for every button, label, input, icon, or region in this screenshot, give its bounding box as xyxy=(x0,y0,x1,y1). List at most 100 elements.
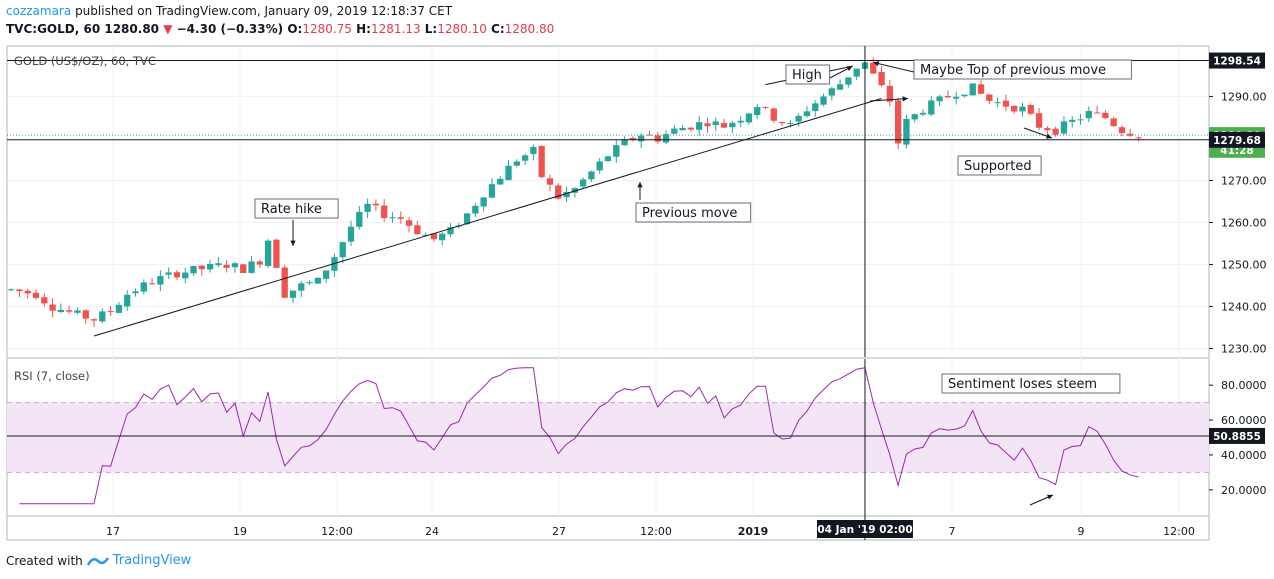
annotation-sentiment xyxy=(941,373,1121,394)
candle-body xyxy=(828,88,835,96)
annotation-previous-move xyxy=(635,202,752,223)
y-tick-label: 1240.00 xyxy=(1221,301,1267,314)
candle-body xyxy=(712,121,719,126)
x-tick-label: 12:00 xyxy=(1163,525,1195,538)
arrow-previous-move-head xyxy=(637,182,643,188)
arrow-trendline-end xyxy=(869,98,909,102)
candle-body xyxy=(696,122,703,130)
annotation-previous-move-text: Previous move xyxy=(642,206,737,221)
x-tick-label: 12:00 xyxy=(321,525,353,538)
candle-body xyxy=(546,178,554,185)
created-with-text: Created with xyxy=(6,553,83,568)
candle-body xyxy=(604,156,612,162)
candle-body xyxy=(911,114,918,120)
candle-body xyxy=(140,282,147,292)
candle-body xyxy=(563,191,570,198)
candle-body xyxy=(1002,100,1010,107)
candle-body xyxy=(223,264,230,268)
candle-body xyxy=(986,94,993,101)
candle-body xyxy=(936,96,943,102)
candle-body xyxy=(422,234,429,236)
candle-body xyxy=(1011,105,1018,112)
y-tick-label: 1260.00 xyxy=(1221,217,1267,230)
x-tick-label: 24 xyxy=(425,525,439,538)
publish-line: cozzamara published on TradingView.com, … xyxy=(6,4,452,18)
candle-body xyxy=(124,294,131,307)
candle-body xyxy=(256,261,263,265)
candle-body xyxy=(1019,106,1026,112)
candle-body xyxy=(977,84,985,94)
arrow-high-head xyxy=(846,66,853,71)
candle-body xyxy=(870,62,877,74)
candle-body xyxy=(613,145,620,157)
candle-body xyxy=(687,127,695,130)
candle-body xyxy=(148,283,156,285)
annotation-supported xyxy=(957,155,1042,176)
y-tick-label: 60.0000 xyxy=(1221,414,1267,427)
arrow-rate-hike-head xyxy=(290,240,296,246)
candle-body xyxy=(770,108,777,121)
author-link[interactable]: cozzamara xyxy=(6,4,72,18)
candle-body xyxy=(381,205,388,219)
low-label: L: xyxy=(424,22,438,36)
brand-link[interactable]: TradingView xyxy=(112,553,192,568)
candle-body xyxy=(944,96,952,98)
candle-body xyxy=(1077,119,1084,121)
candle-body xyxy=(538,145,545,178)
candle-body xyxy=(638,135,645,142)
candle-body xyxy=(1035,113,1043,128)
annotation-high-text: High xyxy=(792,68,822,83)
candle-body xyxy=(994,102,1001,104)
candle-body xyxy=(1127,133,1134,136)
y-tick-label: 1250.00 xyxy=(1221,259,1267,272)
candle-body xyxy=(107,311,114,313)
candle-body xyxy=(853,68,860,77)
last-price: 1280.80 xyxy=(104,22,160,36)
candle-body xyxy=(878,71,885,86)
candle-body xyxy=(248,261,255,273)
candle-body xyxy=(497,178,504,185)
arrow-rsi-low-head xyxy=(1047,494,1053,500)
candle-body xyxy=(356,211,363,227)
candle-body xyxy=(16,289,23,292)
candle-body xyxy=(472,205,479,214)
candle-body xyxy=(928,100,935,115)
arrow-top-head xyxy=(873,61,880,67)
candle-body xyxy=(347,226,355,242)
candle-body xyxy=(7,289,15,291)
candle-body xyxy=(165,272,172,275)
candle-body xyxy=(414,225,421,235)
rsi-line xyxy=(19,367,1139,505)
candle-body xyxy=(66,310,73,312)
down-arrow-icon: ▼ xyxy=(163,22,173,36)
candle-body xyxy=(182,272,189,279)
candle-body xyxy=(754,107,761,115)
candle-body xyxy=(430,233,438,240)
open-value: 1280.75 xyxy=(302,22,352,36)
candle-body xyxy=(298,283,305,291)
crosshair-date-box xyxy=(816,520,913,538)
candle-body xyxy=(795,115,802,122)
tradingview-logo-icon xyxy=(86,556,109,566)
close-label: C: xyxy=(491,22,505,36)
chart-frame xyxy=(6,45,1210,541)
candle-body xyxy=(778,122,786,124)
candle-body xyxy=(488,184,496,198)
candle-body xyxy=(74,310,81,313)
candle-body xyxy=(99,311,106,322)
candle-body xyxy=(264,240,272,266)
candle-body xyxy=(215,263,222,266)
candle-body xyxy=(480,197,487,207)
x-tick-label: 9 xyxy=(1078,525,1085,538)
candle-body xyxy=(240,264,247,274)
candle-body xyxy=(629,137,637,140)
y-tick-label: 1270.00 xyxy=(1221,174,1267,187)
candle-body xyxy=(364,203,371,212)
candle-body xyxy=(812,103,819,111)
price-tag xyxy=(1209,52,1265,69)
high-label: H: xyxy=(356,22,371,36)
rsi-pane-title: RSI (7, close) xyxy=(14,369,90,383)
candle-body xyxy=(762,106,769,108)
candle-body xyxy=(579,179,587,187)
